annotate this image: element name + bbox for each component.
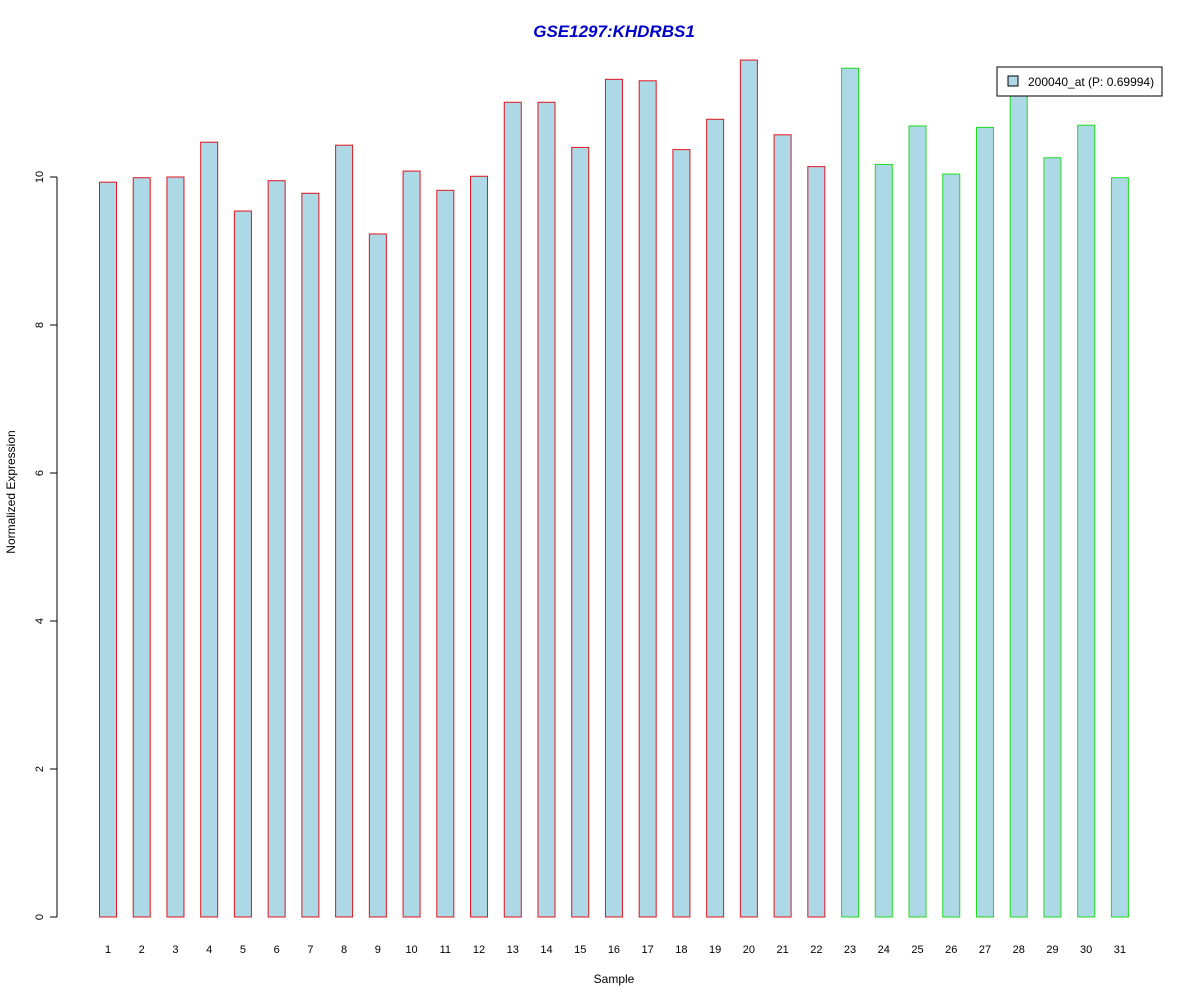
bar-sample-6 bbox=[267, 180, 286, 918]
bar-sample-21 bbox=[773, 134, 792, 918]
y-tick-label: 10 bbox=[34, 171, 46, 183]
x-tick-label: 2 bbox=[139, 944, 145, 956]
x-tick-label: 5 bbox=[240, 944, 246, 956]
bar-sample-17 bbox=[638, 80, 657, 918]
x-tick-label: 29 bbox=[1046, 944, 1058, 956]
x-tick-label: 18 bbox=[675, 944, 687, 956]
bar-sample-7 bbox=[301, 192, 320, 918]
x-tick-label: 21 bbox=[776, 944, 788, 956]
bar-sample-29 bbox=[1043, 157, 1062, 918]
x-tick-label: 23 bbox=[844, 944, 856, 956]
x-tick-label: 31 bbox=[1114, 944, 1126, 956]
y-tick-label: 2 bbox=[34, 766, 46, 772]
legend-box bbox=[996, 66, 1163, 97]
x-tick-label: 19 bbox=[709, 944, 721, 956]
x-tick-label: 4 bbox=[206, 944, 212, 956]
bar-sample-1 bbox=[99, 181, 117, 918]
bar-sample-27 bbox=[975, 126, 994, 918]
bar-sample-11 bbox=[436, 189, 455, 918]
bar-sample-3 bbox=[166, 176, 185, 918]
bar-sample-30 bbox=[1077, 124, 1096, 918]
bar-sample-31 bbox=[1110, 177, 1129, 918]
x-tick-label: 12 bbox=[473, 944, 485, 956]
y-tick-label: 6 bbox=[34, 470, 46, 476]
x-tick-label: 22 bbox=[810, 944, 822, 956]
x-tick-label: 26 bbox=[945, 944, 957, 956]
bar-sample-2 bbox=[132, 177, 151, 918]
y-tick-label: 8 bbox=[34, 322, 46, 328]
legend-swatch bbox=[1007, 75, 1019, 87]
x-tick-label: 27 bbox=[979, 944, 991, 956]
legend: 200040_at (P: 0.69994) bbox=[996, 66, 1163, 97]
x-tick-label: 15 bbox=[574, 944, 586, 956]
bar-sample-18 bbox=[672, 149, 691, 918]
bar-sample-13 bbox=[503, 101, 522, 918]
bar-sample-15 bbox=[571, 146, 590, 918]
x-tick-label: 9 bbox=[375, 944, 381, 956]
x-tick-label: 11 bbox=[440, 944, 451, 956]
x-axis-label: Sample bbox=[594, 972, 635, 986]
x-tick-label: 6 bbox=[274, 944, 280, 956]
bar-sample-16 bbox=[604, 78, 623, 918]
bar-sample-22 bbox=[807, 166, 826, 918]
bar-sample-20 bbox=[739, 59, 758, 918]
bar-sample-4 bbox=[200, 141, 219, 918]
bar-sample-12 bbox=[470, 175, 489, 918]
bar-sample-5 bbox=[233, 210, 252, 918]
bar-sample-25 bbox=[908, 125, 927, 918]
y-axis-label: Normalized Expression bbox=[4, 430, 18, 553]
bar-sample-19 bbox=[706, 118, 725, 918]
bar-sample-28 bbox=[1009, 93, 1028, 918]
x-tick-label: 8 bbox=[341, 944, 347, 956]
legend-label: 200040_at (P: 0.69994) bbox=[1028, 75, 1154, 89]
bars bbox=[99, 59, 1129, 918]
x-tick-label: 30 bbox=[1080, 944, 1092, 956]
y-axis: 0 2 4 6 8 10 bbox=[34, 171, 58, 920]
x-tick-labels: 1 2 3 4 5 6 7 8 9 10 11 12 13 14 15 16 17 18 19 20 21 22 23 24 2… bbox=[105, 944, 1126, 956]
bar-sample-9 bbox=[368, 233, 387, 918]
x-tick-label: 10 bbox=[405, 944, 417, 956]
y-tick-label: 4 bbox=[34, 618, 46, 624]
bar-sample-10 bbox=[402, 170, 421, 918]
x-tick-label: 7 bbox=[307, 944, 313, 956]
x-tick-label: 28 bbox=[1013, 944, 1025, 956]
x-tick-label: 3 bbox=[172, 944, 178, 956]
y-tick-label: 0 bbox=[34, 914, 46, 920]
bar-sample-24 bbox=[874, 163, 893, 918]
bar-sample-23 bbox=[841, 67, 860, 918]
x-tick-label: 20 bbox=[743, 944, 755, 956]
x-tick-label: 14 bbox=[540, 944, 552, 956]
x-tick-label: 13 bbox=[507, 944, 519, 956]
x-tick-label: 1 bbox=[105, 944, 111, 956]
x-tick-label: 16 bbox=[608, 944, 620, 956]
bar-sample-8 bbox=[335, 144, 354, 918]
chart-title: GSE1297:KHDRBS1 bbox=[533, 22, 695, 41]
x-tick-label: 24 bbox=[878, 944, 890, 956]
x-tick-label: 17 bbox=[642, 944, 654, 956]
bar-sample-14 bbox=[537, 101, 556, 918]
x-tick-label: 25 bbox=[911, 944, 923, 956]
bar-sample-26 bbox=[942, 173, 961, 918]
